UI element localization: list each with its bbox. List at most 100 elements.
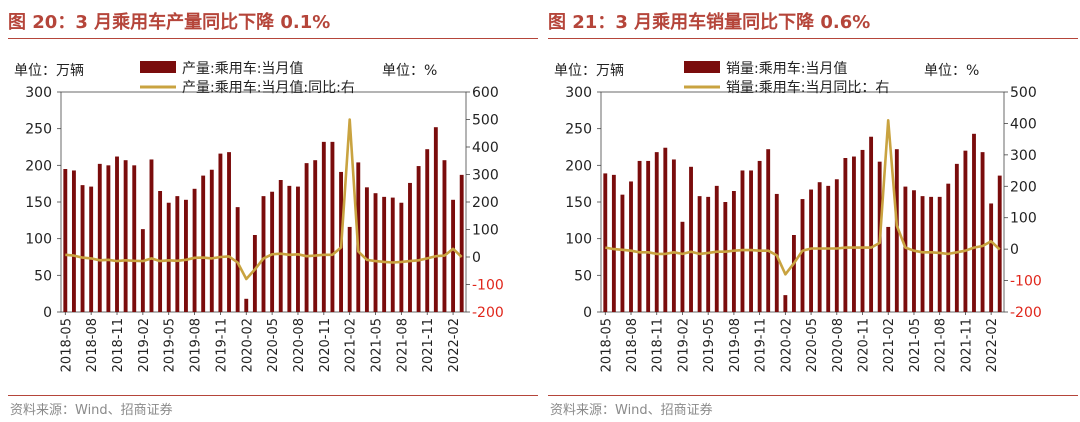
left-unit-label: 单位：万辆 [554,63,624,79]
left-tick-label: 0 [43,305,52,321]
bar [637,160,642,312]
bar [954,163,959,312]
x-tick-label: 2021-11 [421,318,436,372]
bar [201,175,206,312]
bar [330,141,335,312]
x-tick-label: 2019-11 [214,318,229,372]
right-tick-label: 100 [472,223,499,239]
x-tick-label: 2019-11 [754,318,769,372]
bar [766,149,771,312]
bar [459,174,464,312]
bar [929,196,934,312]
bar [671,159,676,312]
x-tick-label: 2019-05 [702,318,717,372]
bar [373,193,378,312]
bar [920,196,925,312]
right-tick-label: 500 [1010,85,1037,101]
x-tick-label: 2021-05 [908,318,923,372]
bar [227,152,231,312]
bar [80,185,85,312]
bar [106,165,111,312]
right-tick-label: -200 [472,305,504,321]
bar [903,186,908,312]
legend-line-label: 产量:乘用车:当月值:同比:右 [182,79,355,96]
bar [244,298,249,312]
bar [313,160,318,312]
bar [115,156,119,312]
bar [433,127,438,312]
bar [989,203,994,312]
bar [654,152,659,312]
right-tick-label: 300 [1010,148,1037,164]
bar [629,181,633,312]
left-tick-label: 50 [574,268,592,284]
left-tick-label: 300 [565,85,592,101]
bar [304,163,309,312]
x-tick-label: 2019-08 [189,318,204,372]
bar [791,235,796,312]
bar [382,196,387,312]
bar [399,202,404,312]
x-tick-label: 2018-08 [85,318,100,372]
legend-line-label: 销量:乘用车:当月同比：右 [726,79,889,96]
bar [963,150,968,312]
left-tick-label: 100 [565,232,592,248]
yoy-line [605,119,1001,276]
right-tick-label: 300 [472,168,499,184]
yoy-line [65,118,463,281]
bar [852,156,856,312]
bar [287,185,292,312]
left-tick-label: 150 [25,195,52,211]
right-tick-label: 400 [472,140,499,156]
bar [946,183,951,312]
bar [894,149,899,312]
legend-bar-label: 销量:乘用车:当月值 [726,60,847,77]
bar [611,174,616,312]
bar [425,149,430,312]
right-tick-label: 0 [472,250,481,266]
right-tick-label: -100 [472,278,504,294]
bar [123,160,128,312]
figure-title-sales: 图 21：3 月乘用车销量同比下降 0.6% [548,12,871,33]
bar [252,235,257,312]
x-tick-label: 2020-02 [240,318,255,372]
right-tick-label: 100 [1010,211,1037,227]
bar [416,166,421,312]
bar [175,196,180,312]
bar [209,169,214,312]
bar [89,186,94,312]
x-tick-label: 2020-08 [831,318,846,372]
right-tick-label: -200 [1010,305,1042,321]
x-tick-label: 2021-02 [882,318,897,372]
bar [149,159,154,312]
right-tick-label: 200 [1010,179,1037,195]
x-tick-label: 2020-11 [857,318,872,372]
right-tick-label: 400 [1010,116,1037,132]
bar [603,173,608,312]
left-tick-label: 250 [565,122,592,138]
bar [166,202,171,312]
left-tick-label: 300 [25,85,52,101]
bar [270,191,275,312]
x-tick-label: 2020-08 [292,318,307,372]
bar [783,295,788,312]
bar [757,160,762,312]
bar [451,199,456,312]
bar [321,141,326,312]
figure-title-production: 图 20：3 月乘用车产量同比下降 0.1% [8,12,331,33]
source-divider [548,395,1078,396]
right-tick-label: 0 [1010,242,1019,258]
bar [63,169,68,312]
bar [817,182,822,312]
bar [71,170,76,312]
x-tick-label: 2018-05 [59,318,74,372]
left-tick-label: 0 [583,305,592,321]
left-tick-label: 50 [34,268,52,284]
right-unit-label: 单位：% [924,63,979,79]
x-tick-label: 2018-11 [651,318,666,372]
x-tick-label: 2020-05 [805,318,820,372]
left-tick-label: 100 [25,232,52,248]
bar [184,199,188,312]
left-unit-label: 单位：万辆 [14,63,84,79]
bar [714,185,719,312]
